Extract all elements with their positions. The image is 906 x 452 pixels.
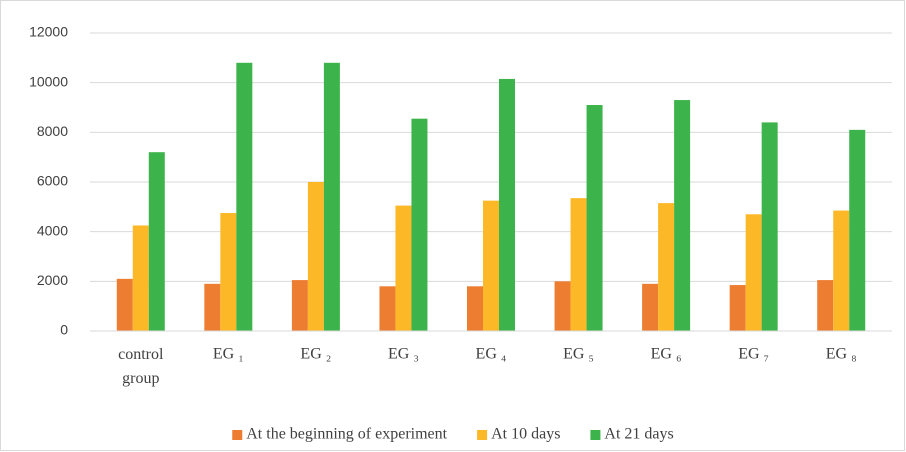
bar	[483, 200, 499, 331]
bar	[761, 122, 778, 332]
bar	[291, 280, 308, 331]
bar	[833, 210, 850, 331]
y-tick-label: 0	[60, 322, 68, 338]
y-tick-label: 6000	[37, 173, 68, 189]
x-tick-label: EG ₁	[213, 346, 244, 363]
bar	[411, 118, 428, 331]
bar	[745, 214, 762, 331]
x-tick-label: EG ₆	[651, 346, 682, 363]
x-tick-label: EG ₂	[300, 346, 331, 363]
legend-label: At 10 days	[491, 426, 560, 443]
bar	[395, 205, 412, 331]
bar	[467, 286, 483, 331]
bar	[307, 182, 324, 331]
bar	[570, 198, 587, 331]
bar	[642, 283, 659, 331]
bar	[586, 105, 603, 332]
bar	[499, 78, 515, 331]
y-tick-label: 8000	[37, 123, 68, 139]
legend-label: At 21 days	[604, 426, 673, 443]
bar	[323, 62, 340, 332]
x-tick-label: EG ₈	[826, 346, 857, 363]
bar	[729, 285, 746, 331]
x-tick-label: EG ₅	[563, 346, 594, 363]
bar	[132, 225, 149, 331]
x-tick-label: EG ₇	[738, 346, 769, 363]
bar	[204, 283, 221, 331]
y-tick-label: 4000	[37, 222, 68, 238]
bar	[379, 286, 396, 331]
legend-swatch	[232, 430, 243, 440]
legend-swatch	[590, 430, 601, 440]
bar	[236, 62, 253, 332]
y-tick-label: 2000	[37, 272, 68, 288]
x-tick-label: control group	[118, 346, 164, 387]
y-tick-label: 12000	[29, 24, 68, 40]
y-tick-label: 10000	[29, 73, 68, 89]
bar	[148, 152, 165, 331]
bar	[674, 100, 691, 331]
legend-swatch	[477, 430, 488, 440]
bar	[658, 203, 675, 331]
bar	[554, 281, 571, 331]
x-tick-label: EG ₄	[476, 346, 507, 363]
bar	[849, 129, 866, 331]
bar	[116, 278, 133, 331]
bar	[220, 213, 237, 331]
legend-label: At the beginning of experiment	[246, 426, 447, 443]
x-tick-label: EG ₃	[388, 346, 419, 363]
bar	[817, 280, 834, 331]
